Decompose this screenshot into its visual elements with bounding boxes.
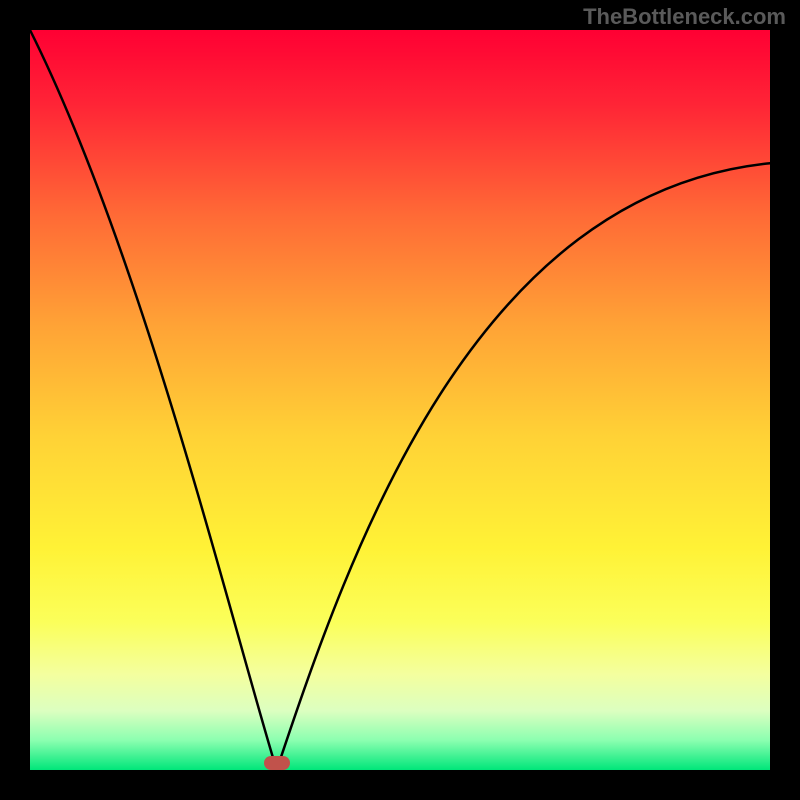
plot-area [30,30,770,770]
watermark-text: TheBottleneck.com [583,4,786,30]
minimum-marker [264,756,290,770]
chart-container: TheBottleneck.com [0,0,800,800]
bottleneck-curve-chart [0,0,800,800]
